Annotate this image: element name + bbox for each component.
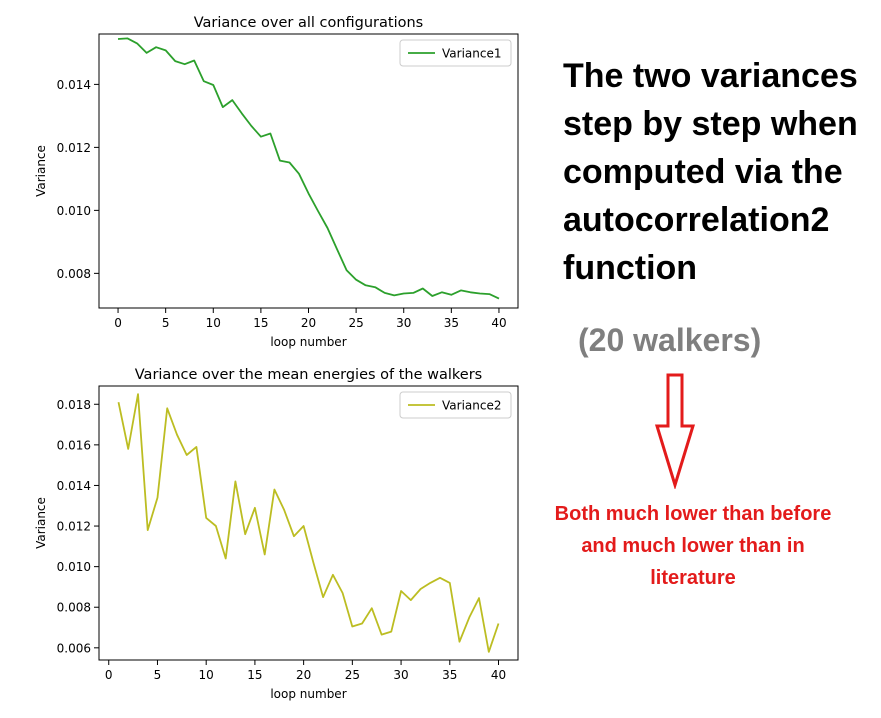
y-tick-label: 0.012 — [57, 520, 91, 534]
charts-canvas: Variance over all configurations loop num… — [34, 15, 519, 701]
heading-note: The two variances step by step when comp… — [563, 52, 881, 292]
x-tick-label: 15 — [247, 668, 262, 682]
plot-frame — [98, 385, 519, 661]
x-tick-label: 25 — [345, 668, 360, 682]
y-tick-label: 0.014 — [57, 479, 91, 493]
y-axis-label: Variance — [34, 145, 48, 197]
x-tick-label: 10 — [199, 668, 214, 682]
x-tick-label: 15 — [253, 316, 268, 330]
y-tick-label: 0.014 — [57, 78, 91, 92]
y-tick-label: 0.010 — [57, 204, 91, 218]
chart-2: Variance over the mean energies of the w… — [34, 367, 519, 701]
plot-frame — [98, 33, 519, 309]
y-tick-label: 0.008 — [57, 267, 91, 281]
series-line — [117, 393, 500, 653]
x-tick-label: 10 — [206, 316, 221, 330]
legend-frame — [399, 391, 512, 419]
series-line — [117, 37, 500, 300]
x-tick-label: 20 — [296, 668, 311, 682]
chart-title: Variance over all configurations — [194, 15, 423, 31]
x-tick-label: 5 — [162, 316, 170, 330]
remark-line: literature — [650, 567, 736, 589]
heading-line: autocorrelation2 — [563, 201, 830, 239]
heading-line: function — [563, 249, 698, 287]
x-tick-label: 0 — [114, 316, 122, 330]
legend: Variance2 — [399, 391, 512, 419]
x-tick-label: 20 — [301, 316, 316, 330]
y-tick-label: 0.006 — [57, 641, 91, 655]
heading-line: The two variances — [563, 57, 858, 95]
legend: Variance1 — [399, 39, 512, 67]
heading-line: computed via the — [563, 153, 843, 191]
x-tick-label: 0 — [105, 668, 113, 682]
down-arrow-shape — [654, 373, 696, 489]
x-tick-label: 35 — [442, 668, 457, 682]
remark-note: Both much lower than before and much low… — [521, 498, 865, 594]
chart-1: Variance over all configurations loop num… — [34, 15, 519, 349]
walkers-note: (20 walkers) — [578, 322, 762, 358]
legend-label: Variance2 — [442, 399, 501, 413]
x-axis-label: loop number — [270, 335, 346, 349]
x-axis-label: loop number — [270, 687, 346, 701]
chart-title: Variance over the mean energies of the w… — [135, 367, 482, 383]
y-tick-label: 0.008 — [57, 601, 91, 615]
down-arrow-icon — [654, 373, 696, 489]
x-tick-label: 40 — [491, 668, 506, 682]
x-tick-label: 30 — [396, 316, 411, 330]
remark-line: Both much lower than before — [554, 503, 832, 525]
x-tick-label: 5 — [154, 668, 162, 682]
legend-frame — [399, 39, 512, 67]
legend-label: Variance1 — [442, 47, 501, 61]
y-tick-label: 0.018 — [57, 398, 91, 412]
x-tick-label: 40 — [491, 316, 506, 330]
y-tick-label: 0.012 — [57, 141, 91, 155]
y-tick-label: 0.010 — [57, 560, 91, 574]
x-tick-label: 35 — [444, 316, 459, 330]
y-axis-label: Variance — [34, 497, 48, 549]
remark-line: and much lower than in — [581, 535, 805, 557]
heading-line: step by step when — [563, 105, 858, 143]
y-tick-label: 0.016 — [57, 438, 91, 452]
x-tick-label: 25 — [348, 316, 363, 330]
x-tick-label: 30 — [393, 668, 408, 682]
